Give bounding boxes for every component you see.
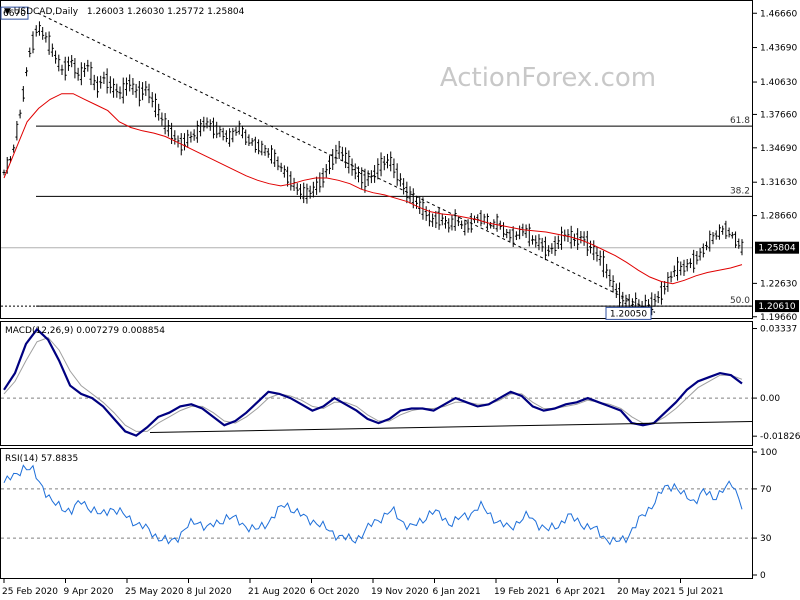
low-marker-box xyxy=(605,306,652,320)
x-axis-label: 19 Feb 2021 xyxy=(494,587,550,597)
price-y-tick-label: 1.40630 xyxy=(760,78,797,88)
macd-panel-frame xyxy=(0,321,753,446)
x-axis-label: 25 Feb 2020 xyxy=(2,587,58,597)
macd-signal-line xyxy=(3,337,743,432)
x-axis-label: 6 Jan 2021 xyxy=(433,587,481,597)
price-chart: 1.46660 1.43690 1.40630 1.37660 1.34690 1.316… xyxy=(0,6,799,323)
rsi-y-tick-label: 100 xyxy=(760,448,777,458)
x-axis-label: 5 Jul 2021 xyxy=(679,587,724,597)
rsi-y-tick-label: 30 xyxy=(760,534,772,544)
price-y-tick-label: 1.31630 xyxy=(760,178,797,188)
macd-y-tick-label: -0.018262 xyxy=(760,432,800,442)
price-y-tick-label: 1.28660 xyxy=(760,212,797,222)
x-axis-label: 21 Aug 2020 xyxy=(248,587,306,597)
rsi-line xyxy=(3,464,743,546)
macd-chart: 0.03337 0.00 -0.018262 xyxy=(1,325,800,442)
macd-trendline xyxy=(149,420,753,433)
rsi-y-tick-label: 70 xyxy=(760,485,772,495)
watermark: ActionForex.com xyxy=(440,63,656,93)
symbol-label: ▼ USDCAD,Daily 1.26003 1.26030 1.25772 1… xyxy=(4,7,245,17)
price-y-tick-label: 1.19660 xyxy=(760,313,797,323)
price-y-tick-label: 1.37660 xyxy=(760,110,797,120)
macd-y-tick-label: 0.03337 xyxy=(760,325,797,335)
macd-label: MACD(12,26,9) 0.007279 0.008854 xyxy=(5,326,165,336)
symbol-triangle-icon: ▼ xyxy=(4,7,11,17)
downtrend-line xyxy=(37,12,656,313)
rsi-chart: 100 70 30 0 xyxy=(1,448,777,581)
current-price-tag xyxy=(755,241,799,254)
ohlc-values: 1.26003 1.26030 1.25772 1.25804 xyxy=(87,7,245,17)
price-y-tick-label: 1.22630 xyxy=(760,279,797,289)
current-price-label: 1.25804 xyxy=(758,244,795,254)
support-price-label: 1.20610 xyxy=(758,302,795,312)
support-price-tag xyxy=(755,300,799,313)
fib-level-label: 38.2 xyxy=(730,186,750,196)
price-panel-frame xyxy=(0,0,753,319)
symbol-name: USDCAD,Daily xyxy=(14,7,79,17)
rsi-label: RSI(14) 57.8835 xyxy=(5,454,78,464)
high-marker-label: 6670 xyxy=(3,9,26,19)
x-axis-label: 20 May 2021 xyxy=(617,587,676,597)
low-marker-label: 1.20050 xyxy=(610,309,647,319)
high-marker-box xyxy=(0,6,29,20)
rsi-panel-frame xyxy=(0,448,753,579)
price-y-tick-label: 1.46660 xyxy=(760,9,797,19)
x-axis-label: 6 Apr 2021 xyxy=(556,587,606,597)
x-axis-label: 8 Jul 2020 xyxy=(187,587,232,597)
x-axis-label: 6 Oct 2020 xyxy=(310,587,360,597)
macd-line xyxy=(3,327,743,437)
price-y-tick-label: 1.34690 xyxy=(760,144,797,154)
x-axis-label: 9 Apr 2020 xyxy=(64,587,114,597)
fib-level-label: 61.8 xyxy=(730,116,750,126)
macd-y-tick-label: 0.00 xyxy=(760,394,780,404)
rsi-y-tick-label: 0 xyxy=(760,571,766,581)
x-axis-label: 25 May 2020 xyxy=(125,587,184,597)
x-axis: 25 Feb 2020 9 Apr 2020 25 May 2020 8 Jul 20… xyxy=(2,579,724,597)
price-y-tick-label: 1.43690 xyxy=(760,44,797,54)
x-axis-label: 19 Nov 2020 xyxy=(371,587,429,597)
moving-average-line xyxy=(3,93,743,285)
fib-level-label: 50.0 xyxy=(730,296,750,306)
